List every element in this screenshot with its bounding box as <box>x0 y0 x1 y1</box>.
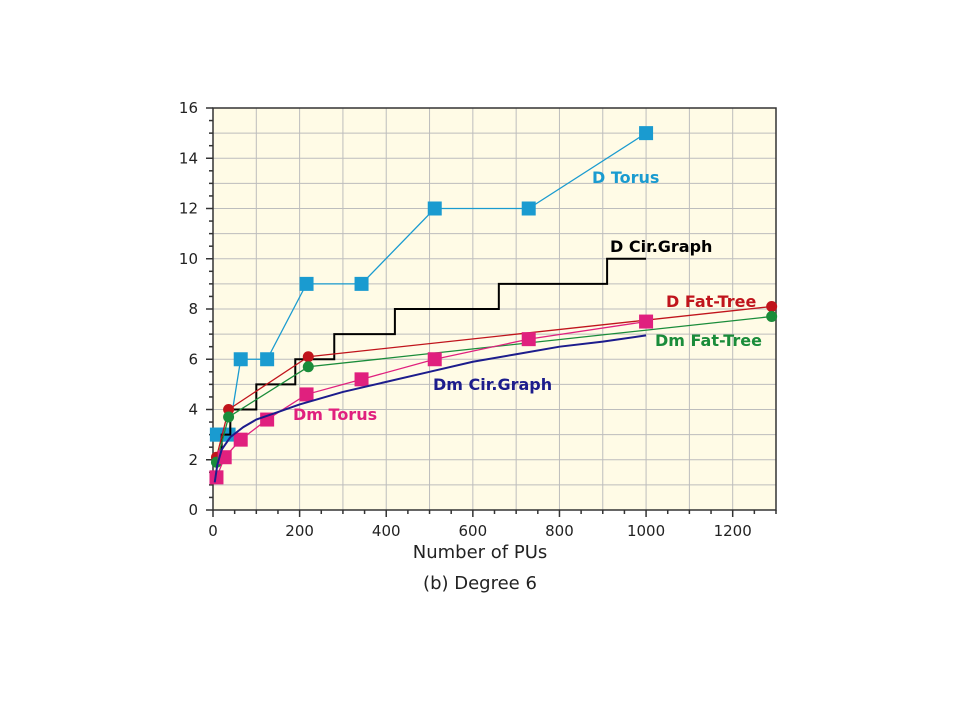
series-label: Dm Torus <box>293 405 377 424</box>
y-tick-label: 6 <box>188 350 198 368</box>
series-label: Dm Cir.Graph <box>433 375 552 394</box>
series-line <box>215 305 772 458</box>
x-tick-label: 1200 <box>714 522 752 540</box>
y-tick-label: 14 <box>179 149 198 167</box>
data-point <box>639 314 654 329</box>
x-axis-title: Number of PUs <box>413 542 548 563</box>
series-label: D Torus <box>592 168 659 187</box>
series-dm-fat-tree <box>210 311 778 468</box>
series-labels: D Torus D Cir.Graph D Fat-Tree Dm Fat-Tree D… <box>293 168 762 424</box>
x-tick-label: 1000 <box>627 522 665 540</box>
data-point <box>233 432 248 447</box>
series-label: D Cir.Graph <box>610 237 712 256</box>
series-d-cir-graph <box>214 257 647 461</box>
y-tick-label: 12 <box>179 200 198 218</box>
x-tick-label: 200 <box>285 522 314 540</box>
data-point <box>302 351 314 363</box>
data-point <box>299 276 314 291</box>
y-tick-label: 8 <box>188 300 198 318</box>
data-point <box>354 276 369 291</box>
data-point <box>427 201 442 216</box>
series-dm-cir-graph <box>213 334 647 483</box>
x-tick-label: 800 <box>545 522 574 540</box>
series-line <box>214 257 647 461</box>
data-point <box>233 352 248 367</box>
chart-caption: (b) Degree 6 <box>423 573 537 594</box>
data-point <box>521 332 536 347</box>
data-point <box>299 387 314 402</box>
y-tick-label: 0 <box>188 501 198 519</box>
data-point <box>766 300 778 312</box>
x-tick-label: 400 <box>372 522 401 540</box>
data-point <box>302 361 314 373</box>
series-layer <box>209 126 778 485</box>
data-point <box>639 126 654 141</box>
data-point <box>260 352 275 367</box>
data-point <box>521 201 536 216</box>
series-d-fat-tree <box>210 300 778 463</box>
y-tick-label: 10 <box>179 250 198 268</box>
x-tick-label: 600 <box>459 522 488 540</box>
data-point <box>223 404 235 415</box>
data-point <box>427 352 442 367</box>
series-line <box>215 315 772 463</box>
series-label: Dm Fat-Tree <box>655 331 762 350</box>
data-point <box>223 411 235 423</box>
y-tick-label: 4 <box>188 401 198 419</box>
data-point <box>766 311 778 323</box>
y-tick-label: 16 <box>179 99 198 117</box>
grid <box>213 108 776 510</box>
x-tick-label: 0 <box>208 522 218 540</box>
series-line <box>213 334 647 483</box>
data-point <box>354 372 369 387</box>
y-tick-label: 2 <box>188 451 198 469</box>
series-label: D Fat-Tree <box>666 292 756 311</box>
